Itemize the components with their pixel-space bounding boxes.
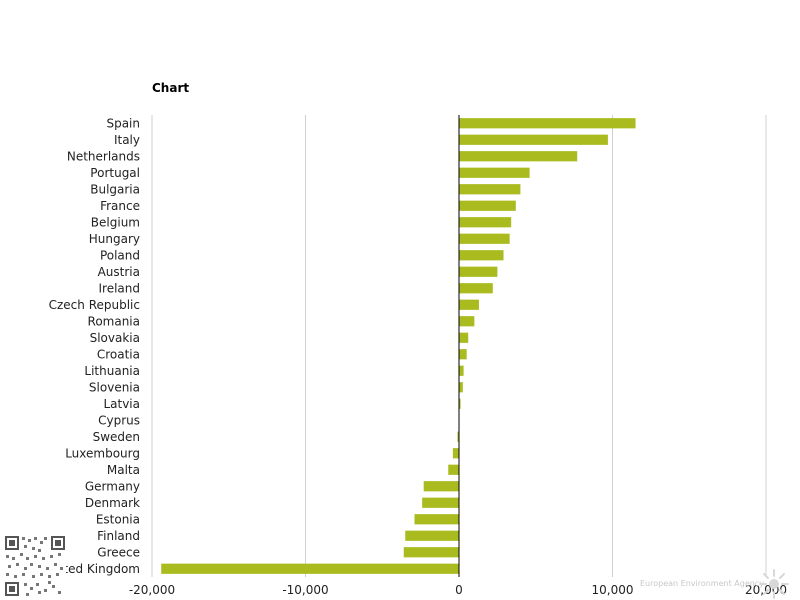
- bar: [414, 514, 459, 525]
- eea-sun-logo-icon: [759, 569, 789, 599]
- bar: [459, 167, 530, 178]
- bar: [161, 563, 459, 574]
- category-label: Denmark: [85, 496, 140, 510]
- category-label: Estonia: [96, 512, 140, 526]
- category-label: Hungary: [89, 232, 140, 246]
- bar: [459, 332, 469, 343]
- category-label: Greece: [97, 545, 140, 559]
- category-label: Slovenia: [89, 380, 140, 394]
- credit-text: European Environment Agency: [640, 579, 764, 588]
- x-tick-label: 10,000: [592, 583, 634, 597]
- category-labels: Spain Italy Netherlands Portugal Bulgaria Fra…: [44, 116, 140, 576]
- bar: [405, 530, 459, 541]
- category-label: Bulgaria: [90, 182, 140, 196]
- category-label: Portugal: [90, 166, 140, 180]
- bar: [448, 464, 459, 475]
- x-tick-label: -10,000: [282, 583, 328, 597]
- bar: [423, 481, 459, 492]
- category-label: Belgium: [91, 215, 140, 229]
- bar: [459, 299, 479, 310]
- category-label: Cyprus: [98, 413, 140, 427]
- bar: [452, 448, 459, 459]
- bar: [459, 200, 516, 211]
- category-label: Czech Republic: [49, 298, 140, 312]
- x-tick-label: 0: [455, 583, 463, 597]
- category-label: Lithuania: [84, 364, 140, 378]
- category-label: Italy: [114, 133, 140, 147]
- bar: [459, 118, 636, 129]
- category-label: Germany: [85, 479, 140, 493]
- bar: [457, 431, 459, 442]
- bar: [459, 151, 578, 162]
- bar: [459, 233, 510, 244]
- category-label: Spain: [106, 116, 140, 130]
- bars: [161, 118, 636, 574]
- category-label: Luxembourg: [65, 446, 140, 460]
- grid-lines: [151, 115, 767, 577]
- bar: [459, 250, 504, 261]
- category-label: Sweden: [93, 430, 140, 444]
- bar: [459, 266, 498, 277]
- bar: [403, 547, 459, 558]
- bar: [459, 398, 461, 409]
- bar: [459, 217, 512, 228]
- category-label: Croatia: [97, 347, 140, 361]
- bar: [459, 316, 475, 327]
- bar: [459, 283, 493, 294]
- category-label: France: [100, 199, 140, 213]
- chart-title: Chart: [152, 81, 190, 95]
- category-label: Malta: [107, 463, 140, 477]
- category-label: Finland: [97, 529, 140, 543]
- x-tick-label: -20,000: [129, 583, 175, 597]
- bar: [459, 134, 608, 145]
- category-label: Latvia: [103, 397, 140, 411]
- category-label: Slovakia: [90, 331, 140, 345]
- category-label: Ireland: [98, 281, 140, 295]
- qr-code-icon: [4, 535, 66, 597]
- bar: [459, 349, 467, 360]
- category-label: Poland: [100, 248, 140, 262]
- x-tick-labels: -20,000 -10,000 0 10,000 20,000: [129, 583, 787, 597]
- category-label: Austria: [98, 265, 140, 279]
- bar: [459, 382, 463, 393]
- category-label: United Kingdom: [44, 562, 140, 576]
- category-label: Romania: [88, 314, 140, 328]
- bar: [459, 365, 464, 376]
- bar: [422, 497, 459, 508]
- bar: [459, 184, 521, 195]
- category-label: Netherlands: [67, 149, 140, 163]
